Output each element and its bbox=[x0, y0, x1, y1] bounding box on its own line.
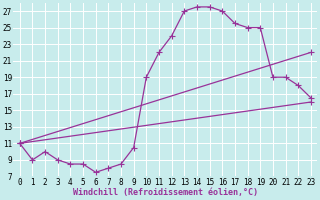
X-axis label: Windchill (Refroidissement éolien,°C): Windchill (Refroidissement éolien,°C) bbox=[73, 188, 258, 197]
